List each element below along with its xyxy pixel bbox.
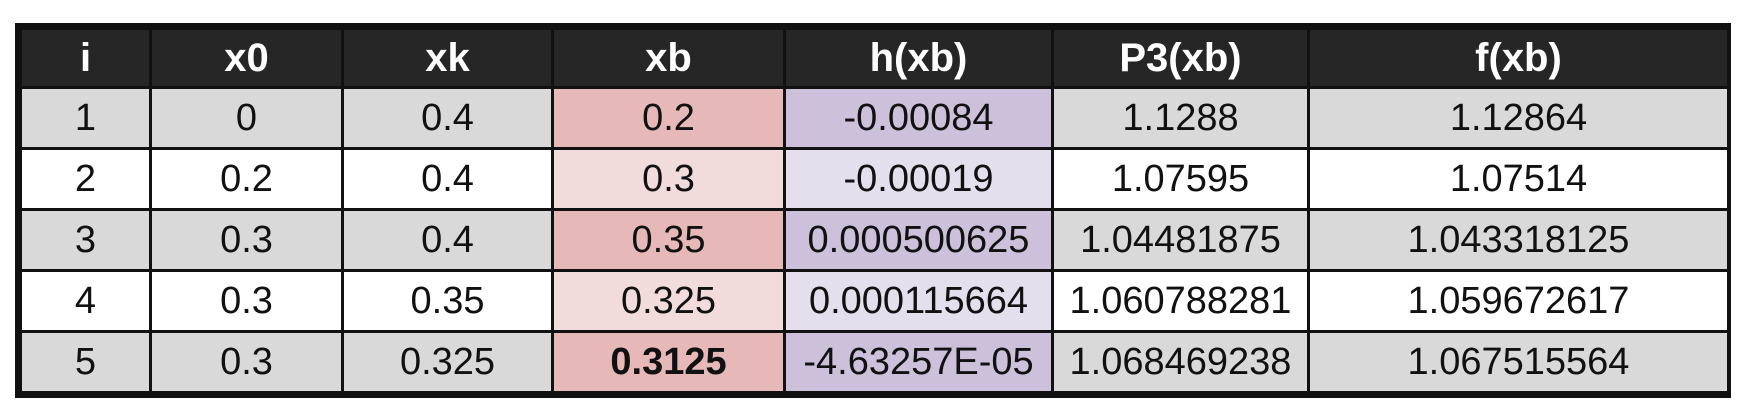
cell-xb: 0.35: [551, 208, 786, 272]
cell-i: 5: [19, 330, 152, 394]
cell-xk: 0.4: [341, 147, 554, 211]
cell-xk: 0.4: [341, 208, 554, 272]
cell-xk: 0.325: [341, 330, 554, 394]
cell-p3-xb: 1.060788281: [1051, 269, 1310, 333]
cell-x0: 0.3: [149, 208, 344, 272]
cell-i: 4: [19, 269, 152, 333]
cell-f-xb: 1.07514: [1307, 147, 1730, 211]
data-table-container: i x0 xk xb h(xb) P3(xb) f(xb) 1 0 0.4 0.…: [15, 23, 1731, 398]
cell-p3-xb: 1.1288: [1051, 86, 1310, 150]
header-f-xb: f(xb): [1307, 27, 1730, 89]
cell-p3-xb: 1.07595: [1051, 147, 1310, 211]
table-row: 2 0.2 0.4 0.3 -0.00019 1.07595 1.07514: [19, 147, 1730, 211]
cell-h-xb: -0.00019: [783, 147, 1054, 211]
header-x0: x0: [149, 27, 344, 89]
cell-xb: 0.3: [551, 147, 786, 211]
header-i: i: [19, 27, 152, 89]
table-row: 1 0 0.4 0.2 -0.00084 1.1288 1.12864: [19, 86, 1730, 150]
header-xk: xk: [341, 27, 554, 89]
header-xb: xb: [551, 27, 786, 89]
table-row: 4 0.3 0.35 0.325 0.000115664 1.060788281…: [19, 269, 1730, 333]
cell-x0: 0.2: [149, 147, 344, 211]
cell-f-xb: 1.059672617: [1307, 269, 1730, 333]
header-p3-xb: P3(xb): [1051, 27, 1310, 89]
cell-x0: 0: [149, 86, 344, 150]
data-table: i x0 xk xb h(xb) P3(xb) f(xb) 1 0 0.4 0.…: [19, 27, 1730, 394]
cell-h-xb: 0.000500625: [783, 208, 1054, 272]
cell-xb-result: 0.3125: [551, 330, 786, 394]
cell-p3-xb: 1.04481875: [1051, 208, 1310, 272]
cell-i: 3: [19, 208, 152, 272]
cell-h-xb: 0.000115664: [783, 269, 1054, 333]
cell-p3-xb: 1.068469238: [1051, 330, 1310, 394]
cell-xb: 0.325: [551, 269, 786, 333]
cell-x0: 0.3: [149, 330, 344, 394]
cell-h-xb: -0.00084: [783, 86, 1054, 150]
header-row: i x0 xk xb h(xb) P3(xb) f(xb): [19, 27, 1730, 89]
table-row: 5 0.3 0.325 0.3125 -4.63257E-05 1.068469…: [19, 330, 1730, 394]
header-h-xb: h(xb): [783, 27, 1054, 89]
cell-h-xb: -4.63257E-05: [783, 330, 1054, 394]
table-row: 3 0.3 0.4 0.35 0.000500625 1.04481875 1.…: [19, 208, 1730, 272]
cell-x0: 0.3: [149, 269, 344, 333]
cell-f-xb: 1.043318125: [1307, 208, 1730, 272]
cell-i: 1: [19, 86, 152, 150]
cell-f-xb: 1.12864: [1307, 86, 1730, 150]
cell-i: 2: [19, 147, 152, 211]
cell-xb: 0.2: [551, 86, 786, 150]
cell-f-xb: 1.067515564: [1307, 330, 1730, 394]
cell-xk: 0.35: [341, 269, 554, 333]
cell-xk: 0.4: [341, 86, 554, 150]
